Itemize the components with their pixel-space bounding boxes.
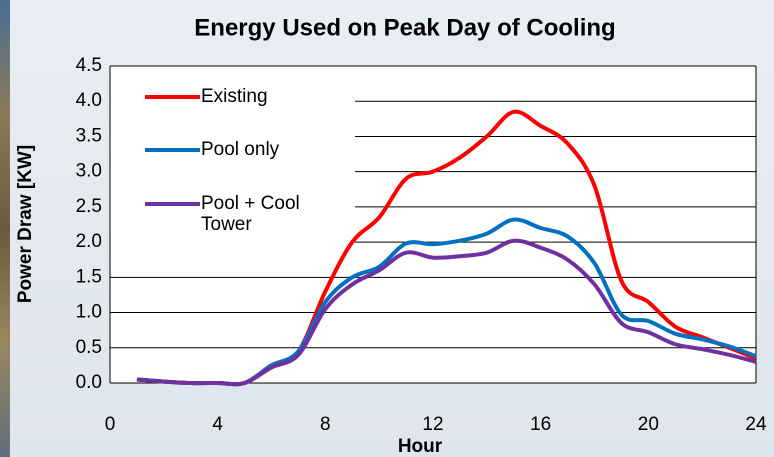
y-tick-label: 3.0 xyxy=(76,161,102,182)
y-tick-label: 3.5 xyxy=(76,125,102,146)
line-series xyxy=(136,238,757,387)
y-tick-label: 4.0 xyxy=(76,90,102,111)
x-tick-label: 24 xyxy=(745,414,767,435)
x-tick-label: 16 xyxy=(530,414,551,435)
y-tick-label: 2.0 xyxy=(76,231,102,252)
x-tick-label: 4 xyxy=(212,414,223,435)
legend-label: Pool only xyxy=(201,139,280,160)
background-photo xyxy=(0,0,10,457)
y-axis-label: Power Draw [KW] xyxy=(15,145,36,303)
y-tick-label: 4.5 xyxy=(76,55,102,76)
x-axis-label: Hour xyxy=(398,436,443,457)
x-tick-label: 12 xyxy=(422,414,443,435)
chart-title: Energy Used on Peak Day of Cooling xyxy=(194,14,615,41)
y-tick-label: 2.5 xyxy=(76,196,102,217)
y-tick-label: 0.0 xyxy=(76,372,102,393)
y-tick-label: 0.5 xyxy=(76,337,102,358)
x-tick-label: 0 xyxy=(105,414,116,435)
legend-label: Existing xyxy=(201,86,268,107)
y-tick-label: 1.5 xyxy=(76,266,102,287)
x-tick-label: 8 xyxy=(320,414,331,435)
legend-label: Pool + Cool Tower xyxy=(201,193,300,235)
x-tick-label: 20 xyxy=(638,414,659,435)
y-tick-label: 1.0 xyxy=(76,302,102,323)
